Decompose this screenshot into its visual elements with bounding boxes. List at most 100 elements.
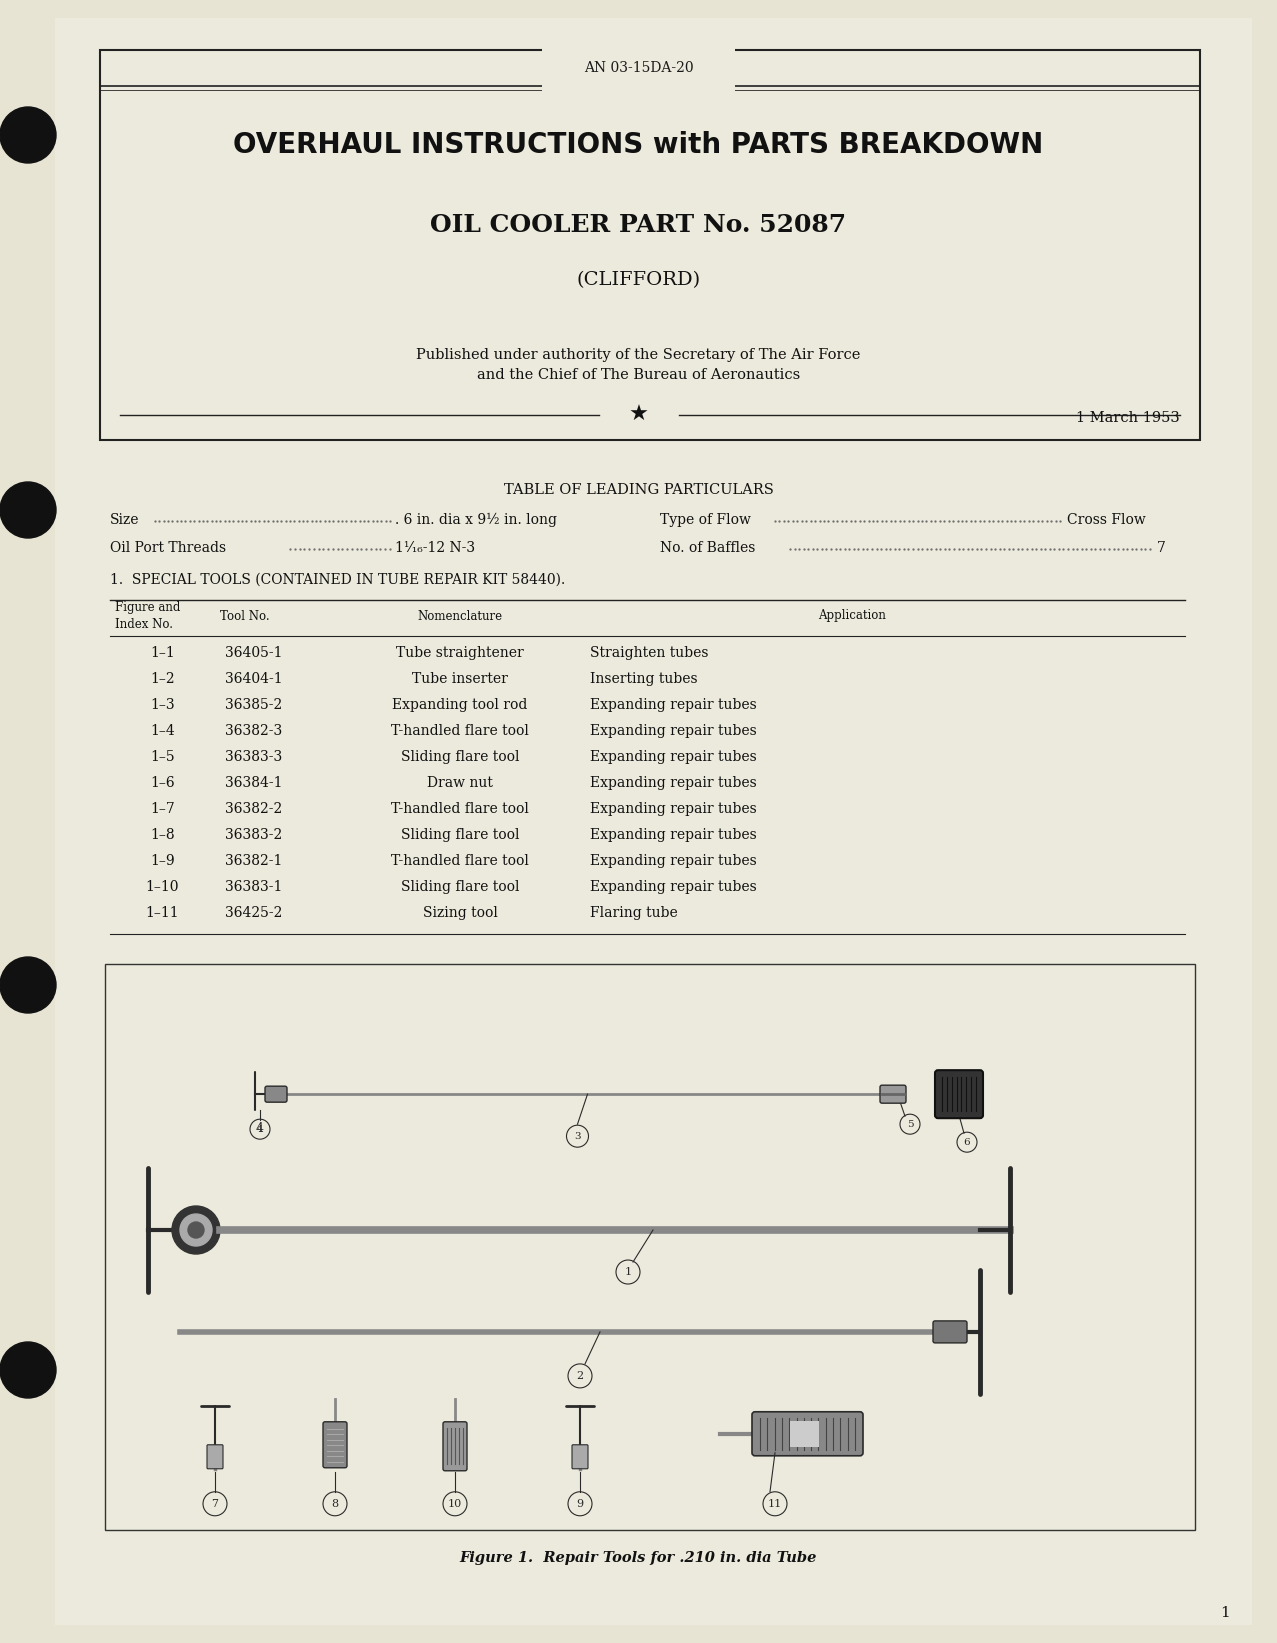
Text: 1–4: 1–4 bbox=[151, 725, 175, 738]
Text: Expanding repair tubes: Expanding repair tubes bbox=[590, 749, 757, 764]
Text: Sliding flare tool: Sliding flare tool bbox=[401, 749, 520, 764]
Text: 1–9: 1–9 bbox=[151, 854, 175, 868]
Text: 36385-2: 36385-2 bbox=[225, 698, 282, 711]
Text: 1–3: 1–3 bbox=[151, 698, 175, 711]
Text: 1–2: 1–2 bbox=[151, 672, 175, 687]
Text: ★: ★ bbox=[628, 406, 649, 426]
Text: 36384-1: 36384-1 bbox=[225, 775, 282, 790]
Text: Expanding repair tubes: Expanding repair tubes bbox=[590, 828, 757, 841]
Text: 8: 8 bbox=[332, 1498, 338, 1508]
Text: 9: 9 bbox=[576, 1498, 584, 1508]
Text: Sliding flare tool: Sliding flare tool bbox=[401, 881, 520, 894]
Text: Expanding repair tubes: Expanding repair tubes bbox=[590, 881, 757, 894]
Text: T-handled flare tool: T-handled flare tool bbox=[391, 854, 529, 868]
FancyBboxPatch shape bbox=[207, 1444, 223, 1469]
Text: 3: 3 bbox=[575, 1132, 581, 1140]
Text: AN 03-15DA-20: AN 03-15DA-20 bbox=[584, 61, 693, 76]
Text: 1–6: 1–6 bbox=[151, 775, 175, 790]
Text: 2: 2 bbox=[576, 1370, 584, 1380]
Text: 36383-1: 36383-1 bbox=[225, 881, 282, 894]
Text: Flaring tube: Flaring tube bbox=[590, 905, 678, 920]
Circle shape bbox=[172, 1206, 220, 1254]
Text: Expanding repair tubes: Expanding repair tubes bbox=[590, 802, 757, 817]
Text: . 6 in. dia x 9½ in. long: . 6 in. dia x 9½ in. long bbox=[395, 513, 557, 527]
FancyBboxPatch shape bbox=[880, 1084, 905, 1102]
Circle shape bbox=[0, 1342, 56, 1398]
Text: Inserting tubes: Inserting tubes bbox=[590, 672, 697, 687]
Text: T-handled flare tool: T-handled flare tool bbox=[391, 725, 529, 738]
Text: Index No.: Index No. bbox=[115, 618, 172, 631]
Text: 36383-2: 36383-2 bbox=[225, 828, 282, 841]
Circle shape bbox=[0, 481, 56, 537]
Text: Expanding tool rod: Expanding tool rod bbox=[392, 698, 527, 711]
FancyBboxPatch shape bbox=[572, 1444, 587, 1469]
Text: OVERHAUL INSTRUCTIONS with PARTS BREAKDOWN: OVERHAUL INSTRUCTIONS with PARTS BREAKDO… bbox=[234, 131, 1043, 159]
Text: 1–5: 1–5 bbox=[151, 749, 175, 764]
Circle shape bbox=[188, 1222, 204, 1239]
Text: Expanding repair tubes: Expanding repair tubes bbox=[590, 854, 757, 868]
Text: OIL COOLER PART No. 52087: OIL COOLER PART No. 52087 bbox=[430, 214, 847, 237]
Text: Cross Flow: Cross Flow bbox=[1068, 513, 1145, 527]
FancyBboxPatch shape bbox=[323, 1421, 347, 1467]
Text: 5: 5 bbox=[907, 1119, 913, 1129]
Text: 7: 7 bbox=[212, 1498, 218, 1508]
Bar bbox=[789, 1421, 819, 1447]
Text: 1: 1 bbox=[624, 1267, 632, 1277]
Text: 1–7: 1–7 bbox=[151, 802, 175, 817]
Text: T-handled flare tool: T-handled flare tool bbox=[391, 802, 529, 817]
Text: 1¹⁄₁₆-12 N-3: 1¹⁄₁₆-12 N-3 bbox=[395, 541, 475, 555]
FancyBboxPatch shape bbox=[266, 1086, 287, 1102]
Text: 1–11: 1–11 bbox=[146, 905, 179, 920]
Text: No. of Baffles: No. of Baffles bbox=[660, 541, 756, 555]
FancyBboxPatch shape bbox=[752, 1411, 863, 1456]
Text: 4: 4 bbox=[257, 1125, 263, 1134]
FancyBboxPatch shape bbox=[935, 1070, 983, 1119]
Circle shape bbox=[0, 956, 56, 1014]
Bar bbox=[100, 49, 1200, 440]
Text: 36382-1: 36382-1 bbox=[225, 854, 282, 868]
Text: Tube inserter: Tube inserter bbox=[412, 672, 508, 687]
Text: 36404-1: 36404-1 bbox=[225, 672, 282, 687]
Text: 11: 11 bbox=[767, 1498, 782, 1508]
Bar bbox=[105, 964, 1195, 1530]
Text: Size: Size bbox=[110, 513, 139, 527]
Text: 36405-1: 36405-1 bbox=[225, 646, 282, 660]
Text: Tube straightener: Tube straightener bbox=[396, 646, 524, 660]
Text: Sizing tool: Sizing tool bbox=[423, 905, 498, 920]
Text: Application: Application bbox=[819, 610, 886, 623]
Text: Sliding flare tool: Sliding flare tool bbox=[401, 828, 520, 841]
Text: Expanding repair tubes: Expanding repair tubes bbox=[590, 775, 757, 790]
Text: 1–8: 1–8 bbox=[151, 828, 175, 841]
Text: TABLE OF LEADING PARTICULARS: TABLE OF LEADING PARTICULARS bbox=[503, 483, 774, 496]
Text: 1: 1 bbox=[1221, 1605, 1230, 1620]
Text: Nomenclature: Nomenclature bbox=[418, 610, 503, 623]
Text: Published under authority of the Secretary of The Air Force: Published under authority of the Secreta… bbox=[416, 348, 861, 361]
Text: Type of Flow: Type of Flow bbox=[660, 513, 751, 527]
Text: Straighten tubes: Straighten tubes bbox=[590, 646, 709, 660]
Text: Tool No.: Tool No. bbox=[220, 610, 269, 623]
Text: (CLIFFORD): (CLIFFORD) bbox=[576, 271, 701, 289]
Text: 1.  SPECIAL TOOLS (CONTAINED IN TUBE REPAIR KIT 58440).: 1. SPECIAL TOOLS (CONTAINED IN TUBE REPA… bbox=[110, 573, 566, 587]
Text: Oil Port Threads: Oil Port Threads bbox=[110, 541, 226, 555]
Text: 1 March 1953: 1 March 1953 bbox=[1077, 411, 1180, 426]
Text: 10: 10 bbox=[448, 1498, 462, 1508]
Text: and the Chief of The Bureau of Aeronautics: and the Chief of The Bureau of Aeronauti… bbox=[476, 368, 801, 383]
Text: Figure and: Figure and bbox=[115, 601, 180, 614]
Text: 6: 6 bbox=[964, 1137, 971, 1147]
Text: 1–10: 1–10 bbox=[146, 881, 179, 894]
FancyBboxPatch shape bbox=[443, 1421, 467, 1470]
Text: 36382-2: 36382-2 bbox=[225, 802, 282, 817]
Text: 7: 7 bbox=[1157, 541, 1166, 555]
FancyBboxPatch shape bbox=[933, 1321, 967, 1342]
Text: 4: 4 bbox=[255, 1122, 264, 1135]
Text: 1–1: 1–1 bbox=[151, 646, 175, 660]
Text: Draw nut: Draw nut bbox=[427, 775, 493, 790]
Text: Expanding repair tubes: Expanding repair tubes bbox=[590, 698, 757, 711]
Text: 36383-3: 36383-3 bbox=[225, 749, 282, 764]
Circle shape bbox=[180, 1214, 212, 1245]
Circle shape bbox=[0, 107, 56, 163]
Text: 36425-2: 36425-2 bbox=[225, 905, 282, 920]
Text: 36382-3: 36382-3 bbox=[225, 725, 282, 738]
Text: Figure 1.  Repair Tools for .210 in. dia Tube: Figure 1. Repair Tools for .210 in. dia … bbox=[460, 1551, 817, 1566]
Text: Expanding repair tubes: Expanding repair tubes bbox=[590, 725, 757, 738]
